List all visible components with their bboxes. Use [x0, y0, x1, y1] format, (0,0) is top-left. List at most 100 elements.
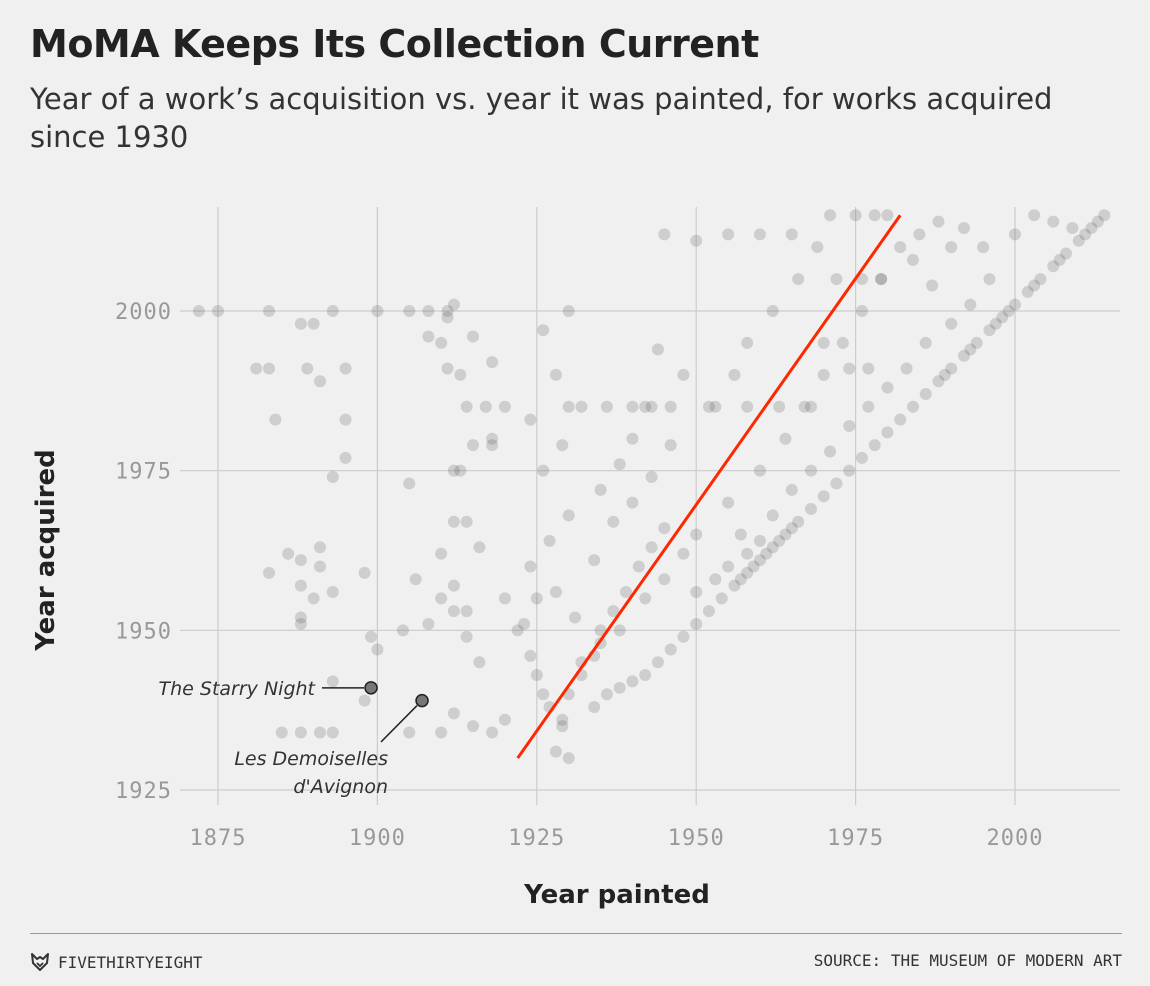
source-credit: SOURCE: THE MUSEUM OF MODERN ART [813, 951, 1122, 970]
data-point [785, 483, 798, 496]
data-point [855, 451, 868, 464]
chart-subtitle: Year of a work’s acquisition vs. year it… [30, 82, 1053, 154]
data-point [524, 413, 537, 426]
data-point [447, 464, 460, 477]
data-point [792, 273, 805, 286]
data-point [862, 362, 875, 375]
data-point [294, 554, 307, 567]
data-point [486, 726, 499, 739]
data-point [875, 273, 888, 286]
data-point [447, 298, 460, 311]
data-point [460, 605, 473, 618]
data-point [435, 592, 448, 605]
data-point [1091, 215, 1104, 228]
data-point [294, 726, 307, 739]
data-point [1047, 260, 1060, 273]
data-point [314, 541, 327, 554]
data-point [664, 439, 677, 452]
data-point [575, 400, 588, 413]
data-point [460, 400, 473, 413]
data-point [537, 324, 550, 337]
data-point [1002, 305, 1015, 317]
data-point [498, 400, 511, 413]
data-point [734, 573, 747, 586]
data-point [938, 368, 951, 381]
data-point [817, 336, 830, 349]
data-point [460, 630, 473, 643]
data-point [441, 305, 454, 317]
data-point [741, 566, 754, 579]
data-point [594, 624, 607, 637]
fivethirtyeight-fox-icon [31, 953, 49, 971]
data-point [970, 336, 983, 349]
data-point [422, 305, 435, 317]
data-point [817, 490, 830, 503]
annotation-layer: The Starry Night Les Demoiselles d'Avignon [159, 678, 429, 798]
x-tick-label: 1875 [190, 826, 247, 851]
data-point [945, 317, 958, 330]
data-point [371, 643, 384, 656]
data-point [600, 688, 613, 701]
data-point [843, 419, 856, 432]
data-point [556, 439, 569, 452]
data-point [1085, 221, 1098, 234]
data-point [441, 362, 454, 375]
data-point [613, 624, 626, 637]
data-point [556, 720, 569, 733]
data-point [760, 547, 773, 560]
data-point [773, 400, 786, 413]
data-point [766, 541, 779, 554]
data-point [664, 400, 677, 413]
data-point [1060, 247, 1073, 260]
data-point [690, 234, 703, 247]
data-point [588, 700, 601, 713]
data-point [817, 368, 830, 381]
data-point [753, 534, 766, 547]
data-point [639, 400, 652, 413]
data-point [977, 241, 990, 254]
data-point [919, 388, 932, 401]
data-point [530, 592, 543, 605]
data-point [314, 726, 327, 739]
demoiselles-leader [380, 705, 418, 743]
data-point [524, 560, 537, 573]
data-point [403, 726, 416, 739]
data-point [690, 528, 703, 541]
data-point [1047, 215, 1060, 228]
y-axis-title: Year acquired [31, 449, 61, 652]
data-point [957, 221, 970, 234]
data-point [894, 241, 907, 254]
data-point [830, 477, 843, 490]
data-point [728, 579, 741, 592]
data-point [562, 305, 575, 317]
data-point [677, 547, 690, 560]
data-point [454, 464, 467, 477]
data-point [645, 541, 658, 554]
tick-layer: 1875 1900 1925 1950 1975 2000 1925 1950 1975 2000 [115, 300, 1044, 851]
data-point [722, 560, 735, 573]
data-point [594, 483, 607, 496]
data-point [932, 215, 945, 228]
data-point [651, 656, 664, 669]
data-point [824, 445, 837, 458]
data-point [263, 566, 276, 579]
data-point [849, 209, 862, 222]
data-point [830, 273, 843, 286]
footer-divider [30, 933, 1122, 934]
data-point [403, 305, 416, 317]
y-tick-label: 1975 [115, 460, 172, 485]
y-tick-label: 1950 [115, 619, 172, 644]
x-tick-label: 2000 [987, 826, 1044, 851]
data-point [294, 611, 307, 624]
data-point [932, 375, 945, 388]
data-point [511, 624, 524, 637]
y-tick-label: 2000 [115, 300, 172, 325]
data-point [843, 362, 856, 375]
data-point [753, 464, 766, 477]
data-point [403, 477, 416, 490]
data-point [715, 592, 728, 605]
data-point [269, 413, 282, 426]
data-point [702, 400, 715, 413]
x-tick-label: 1925 [508, 826, 565, 851]
data-point [588, 554, 601, 567]
